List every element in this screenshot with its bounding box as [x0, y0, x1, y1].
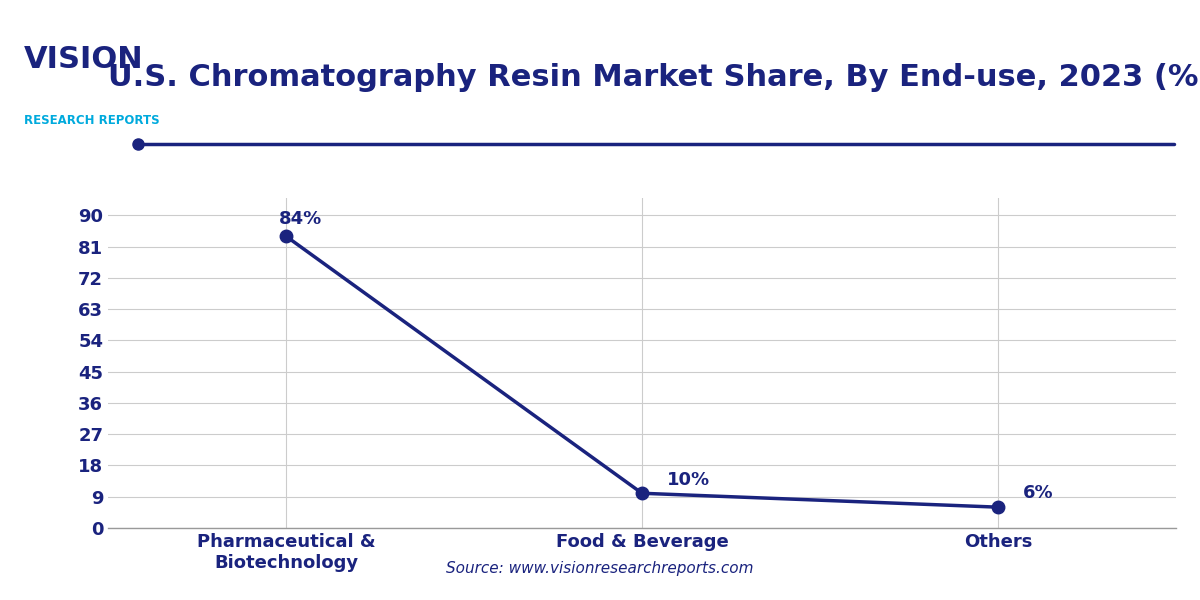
Text: U.S. Chromatography Resin Market Share, By End-use, 2023 (%): U.S. Chromatography Resin Market Share, … [108, 64, 1200, 92]
Text: VISION: VISION [24, 46, 144, 74]
Text: 84%: 84% [278, 210, 322, 228]
Text: Source: www.visionresearchreports.com: Source: www.visionresearchreports.com [446, 561, 754, 576]
Text: RESEARCH REPORTS: RESEARCH REPORTS [24, 113, 160, 127]
Text: 6%: 6% [1022, 484, 1054, 502]
Text: 10%: 10% [667, 470, 710, 488]
